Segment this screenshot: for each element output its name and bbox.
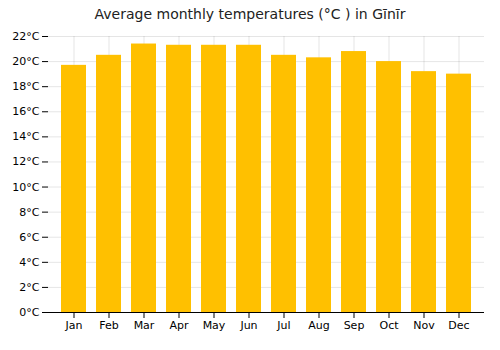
svg-text:12°C: 12°C (12, 155, 39, 168)
svg-text:22°C: 22°C (12, 30, 39, 43)
html-text:Average monthly temperatures (: Average monthly temperatures (°C ) in Gī… (94, 6, 406, 22)
svg-text:Apr: Apr (169, 319, 189, 332)
svg-text:Oct: Oct (379, 319, 399, 332)
svg-text:8°C: 8°C (19, 206, 39, 219)
svg-text:Sep: Sep (344, 319, 365, 332)
svg-text:2°C: 2°C (19, 281, 39, 294)
svg-text:May: May (203, 319, 226, 332)
svg-text:Dec: Dec (448, 319, 469, 332)
svg-text:0°C: 0°C (19, 306, 39, 319)
svg-text:18°C: 18°C (12, 80, 39, 93)
svg-text:14°C: 14°C (12, 130, 39, 143)
svg-text:Jun: Jun (239, 319, 257, 332)
svg-text:Nov: Nov (413, 319, 435, 332)
svg-text:Aug: Aug (308, 319, 329, 332)
svg-text:10°C: 10°C (12, 181, 39, 194)
svg-text:Jul: Jul (276, 319, 290, 332)
svg-text:Jan: Jan (65, 319, 83, 332)
svg-text:20°C: 20°C (12, 55, 39, 68)
svg-text:Mar: Mar (134, 319, 155, 332)
svg-text:Feb: Feb (99, 319, 118, 332)
svg-text:16°C: 16°C (12, 105, 39, 118)
svg-text:4°C: 4°C (19, 256, 39, 269)
svg-text:6°C: 6°C (19, 231, 39, 244)
